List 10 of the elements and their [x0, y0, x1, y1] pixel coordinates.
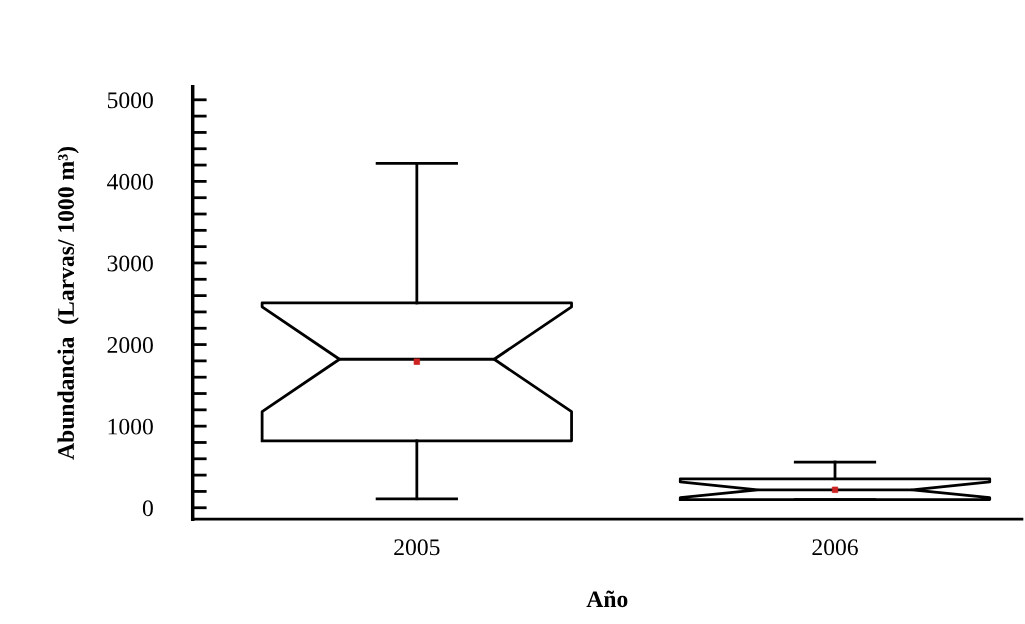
y-tick-label: 3000 [107, 255, 153, 272]
y-tick-label: 0 [142, 500, 153, 517]
x-tick-label: 2005 [394, 539, 440, 556]
x-tick-label: 2006 [812, 539, 858, 556]
y-tick-label: 4000 [107, 173, 153, 190]
y-axis-title: Abundancia (Larvas/ 1000 m³) [57, 146, 79, 460]
x-axis-title: Año [586, 590, 628, 608]
y-tick-label: 5000 [107, 92, 153, 109]
y-tick-label: 2000 [107, 337, 153, 353]
y-tick-label: 1000 [108, 418, 153, 435]
